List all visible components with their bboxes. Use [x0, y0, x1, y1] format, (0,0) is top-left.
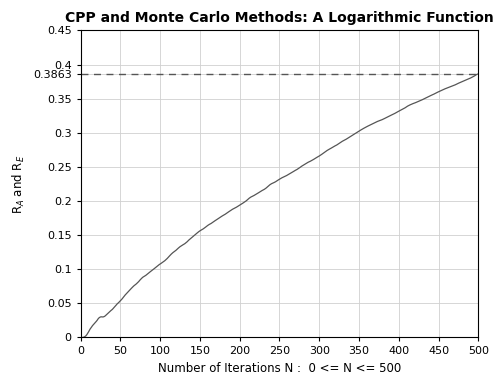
X-axis label: Number of Iterations N :  0 <= N <= 500: Number of Iterations N : 0 <= N <= 500	[158, 362, 401, 375]
Y-axis label: R$_A$ and R$_E$: R$_A$ and R$_E$	[11, 154, 27, 213]
Title: CPP and Monte Carlo Methods: A Logarithmic Function: CPP and Monte Carlo Methods: A Logarithm…	[65, 11, 494, 25]
